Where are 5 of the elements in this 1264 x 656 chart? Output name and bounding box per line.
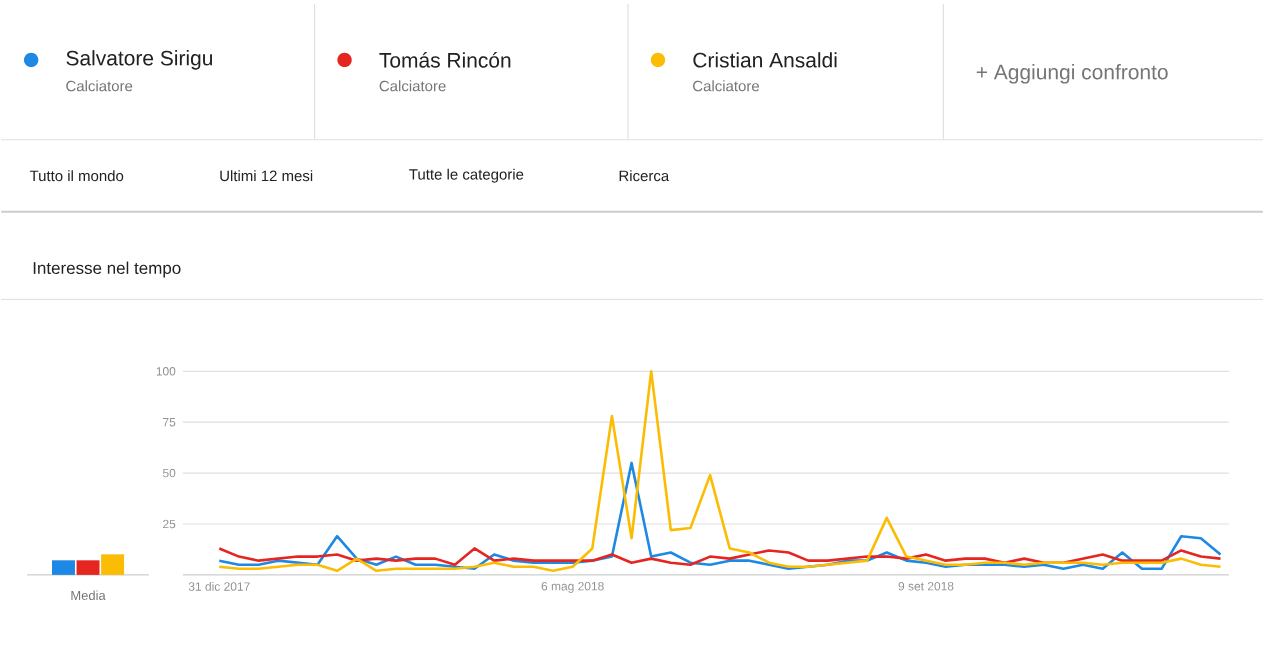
legend-label: Salvatore Sirigu [66,49,213,70]
text: + Aggiungi confronto [976,63,1168,84]
legend-label: Tomás Rincón [379,51,511,68]
chart-title: Interesse nel tempo [33,261,181,277]
legend-label: Cristian Ansaldi [693,51,837,68]
